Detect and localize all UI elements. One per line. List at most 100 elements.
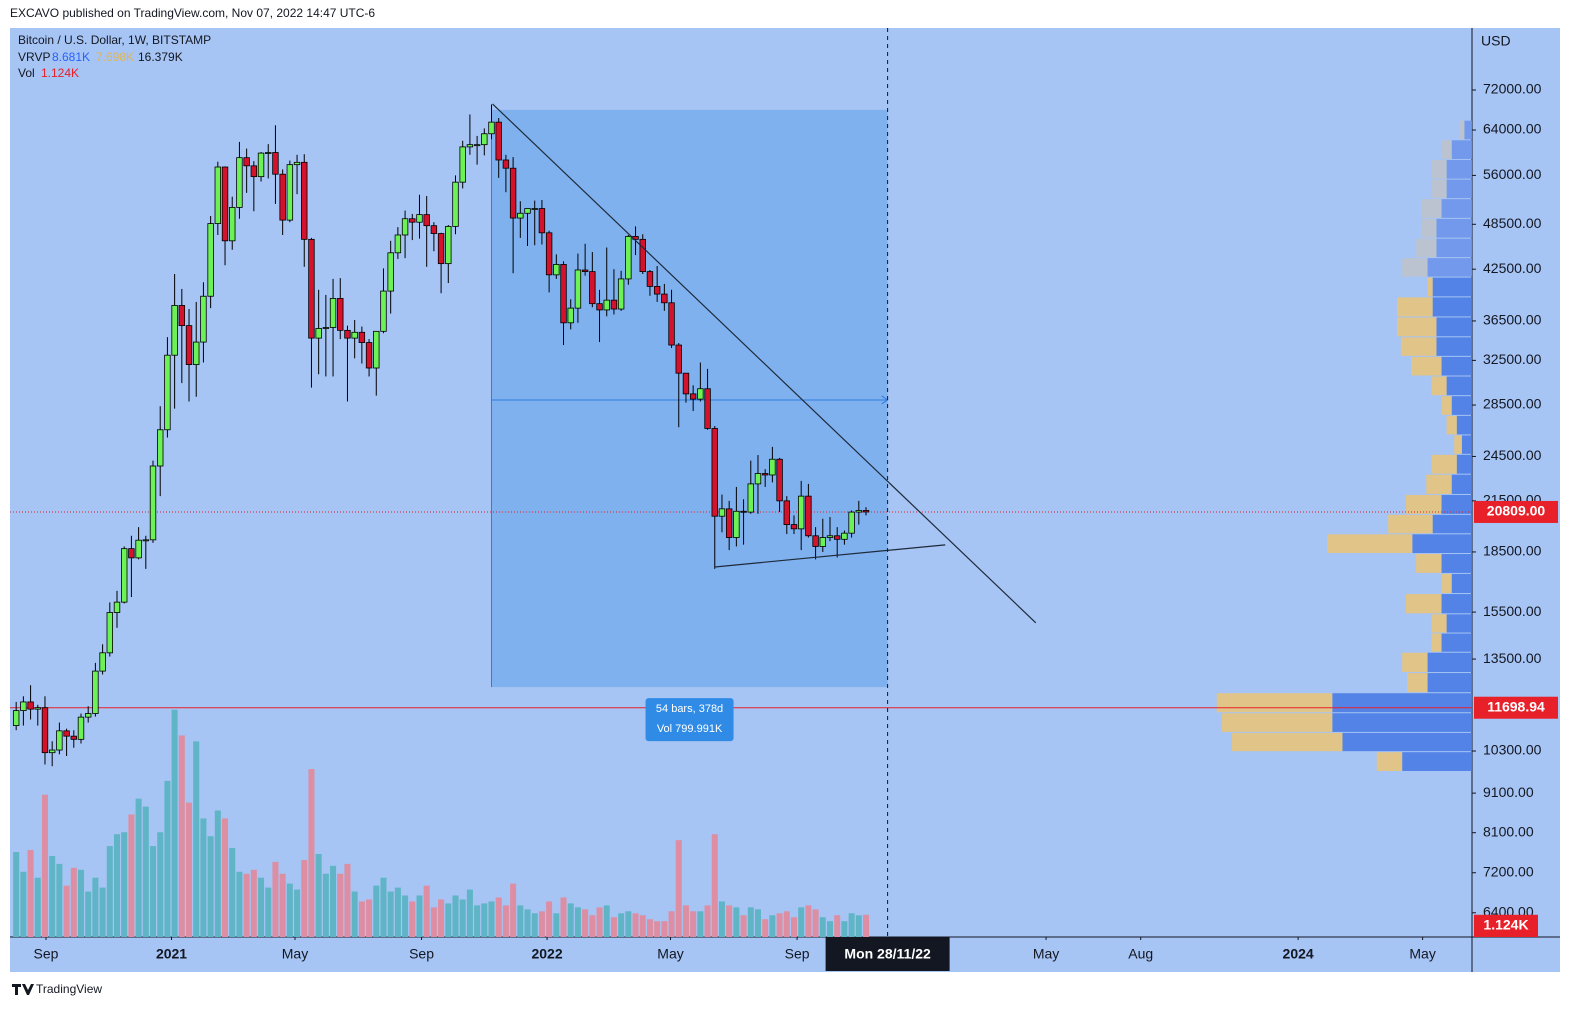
profile-down (1431, 376, 1447, 396)
candle-body (358, 331, 366, 343)
candle-body (34, 707, 41, 710)
profile-up (1332, 693, 1472, 713)
volume-bar (805, 905, 812, 937)
profile-down (1397, 317, 1437, 337)
candle-body (135, 539, 142, 559)
volume-bar (668, 911, 675, 937)
profile-down (1411, 356, 1442, 376)
profile-up (1456, 454, 1472, 474)
profile-up (1451, 396, 1472, 415)
candle-body (653, 286, 661, 295)
candle-body (178, 305, 186, 327)
candle-body (466, 144, 474, 148)
x-tick-label: May (657, 946, 683, 962)
candle-body (250, 165, 258, 178)
volume-bar (200, 818, 207, 937)
profile-down (1216, 693, 1333, 713)
legend-vol-value: 1.124K (41, 66, 79, 80)
volume-bar (524, 909, 531, 937)
plot-area (10, 103, 1472, 937)
volume-bar (279, 873, 286, 937)
volume-bar (186, 802, 193, 937)
candle-body (387, 252, 394, 292)
candle-body (265, 152, 272, 154)
candle-body (84, 713, 92, 718)
x-tick-label: May (1033, 946, 1059, 962)
candle-body (826, 535, 834, 538)
volume-bar (560, 897, 567, 937)
candle-body (200, 295, 207, 343)
candle-body (337, 298, 344, 331)
profile-down (1431, 454, 1457, 474)
profile-up (1436, 317, 1472, 337)
legend-symbol: Bitcoin / U.S. Dollar, 1W, BITSTAMP (18, 33, 211, 47)
candle-body (725, 508, 733, 538)
candle-body (675, 344, 682, 374)
profile-up (1461, 435, 1472, 454)
profile-up (1446, 159, 1472, 179)
candle-body (733, 510, 740, 538)
volume-bar (675, 840, 682, 937)
candle-body (848, 511, 855, 534)
candle-body (545, 232, 553, 276)
y-tick-label: 64000.00 (1483, 121, 1542, 137)
volume-bar (430, 907, 437, 937)
volume-bar (70, 867, 77, 937)
candle-body (740, 510, 747, 513)
profile-down (1405, 494, 1442, 514)
candle-body (445, 226, 452, 265)
candle-body (308, 238, 315, 339)
y-tick-label: 48500.00 (1483, 215, 1542, 231)
profile-down (1416, 554, 1442, 573)
volume-bar (178, 735, 185, 937)
date-range-box (491, 109, 888, 688)
candle-body (560, 264, 567, 324)
volume-bar (582, 909, 589, 937)
candle-body (214, 166, 222, 224)
volume-bar (819, 917, 826, 937)
profile-up (1332, 713, 1472, 732)
y-tick-label: 18500.00 (1483, 543, 1542, 559)
volume-bar (618, 913, 625, 937)
candle-body (805, 495, 812, 537)
volume-bar (315, 854, 322, 937)
x-tick-label: Sep (409, 946, 434, 962)
candle-body (416, 214, 423, 223)
volume-bar (754, 909, 761, 937)
volume-bar (229, 848, 236, 937)
volume-bar (538, 911, 545, 937)
y-tick-label: 72000.00 (1483, 81, 1542, 97)
volume-bar (294, 889, 301, 937)
volume-bar (49, 855, 56, 937)
candle-body (862, 510, 870, 513)
profile-up (1456, 415, 1472, 435)
candle-body (581, 269, 589, 272)
candle-body (272, 152, 279, 175)
candle-body (70, 735, 77, 740)
volume-bar (517, 905, 524, 937)
y-tick-label: 9100.00 (1483, 784, 1534, 800)
volume-bar (258, 877, 265, 937)
volume-bar (214, 810, 221, 937)
volume-bar (243, 873, 250, 937)
profile-down (1431, 179, 1447, 199)
volume-bar (481, 903, 488, 937)
profile-up (1446, 179, 1472, 199)
volume-bar (423, 885, 430, 937)
candle-body (495, 121, 502, 161)
profile-down (1459, 120, 1465, 140)
volume-bar (416, 895, 423, 937)
profile-up (1432, 514, 1472, 534)
volume-bar (863, 914, 870, 937)
volume-bar (20, 871, 27, 937)
volume-bar (826, 921, 833, 937)
profile-down (1405, 594, 1442, 614)
profile-down (1441, 140, 1452, 159)
volume-bar (301, 859, 308, 937)
volume-bar (531, 913, 538, 937)
profile-up (1446, 376, 1472, 396)
candle-body (747, 483, 754, 513)
crosshair-label: Mon 28/11/22 (844, 946, 931, 962)
volume-bar (546, 901, 553, 937)
volume-bar (567, 903, 574, 937)
